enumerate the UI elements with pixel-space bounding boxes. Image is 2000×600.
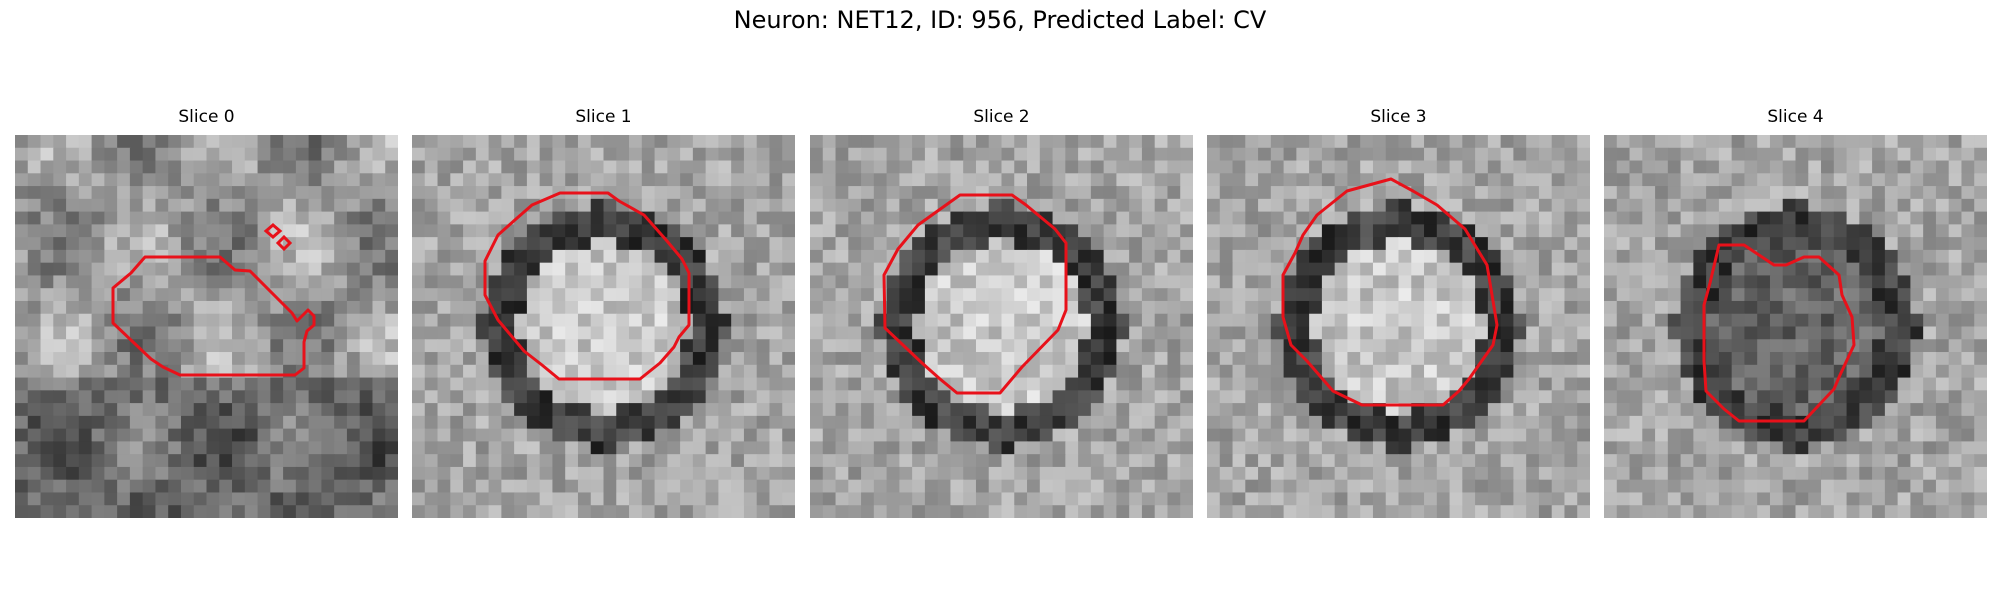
slice-panel-4: Slice 4 — [1604, 107, 1987, 518]
slice-panel-1: Slice 1 — [412, 107, 795, 518]
segmentation-contour — [1702, 243, 1856, 423]
figure-title: Neuron: NET12, ID: 956, Predicted Label:… — [733, 6, 1267, 34]
segmentation-contour — [1281, 177, 1499, 407]
segmentation-contour — [111, 255, 316, 377]
segmentation-contour-fragment — [263, 223, 283, 239]
slice-title: Slice 3 — [1370, 107, 1427, 127]
slice-title: Slice 2 — [973, 107, 1030, 127]
segmentation-contour-fragment — [275, 234, 293, 252]
slice-image — [1604, 135, 1987, 518]
slice-image — [15, 135, 398, 518]
slice-title: Slice 1 — [575, 107, 632, 127]
slice-image — [1207, 135, 1590, 518]
slice-image — [810, 135, 1193, 518]
slice-title: Slice 4 — [1767, 107, 1824, 127]
slice-panel-0: Slice 0 — [15, 107, 398, 518]
segmentation-contour — [483, 191, 691, 381]
segmentation-contour — [882, 193, 1068, 395]
slice-panel-2: Slice 2 — [810, 107, 1193, 518]
slice-title: Slice 0 — [178, 107, 235, 127]
slice-panel-3: Slice 3 — [1207, 107, 1590, 518]
slice-image — [412, 135, 795, 518]
